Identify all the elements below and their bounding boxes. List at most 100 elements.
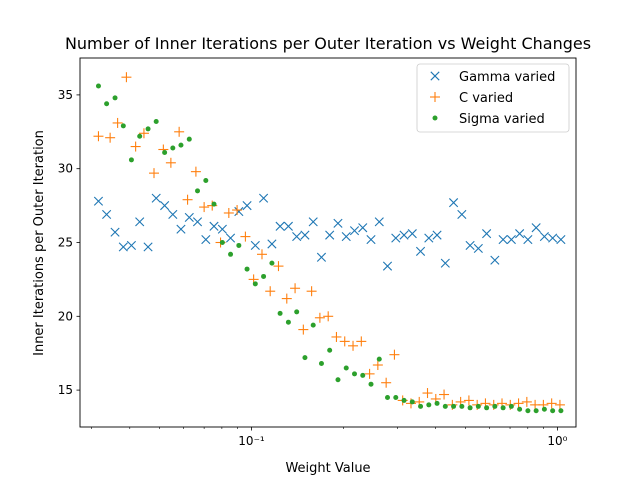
gamma-varied-point xyxy=(325,230,335,240)
sigma-varied-point xyxy=(434,400,440,406)
c-varied-point xyxy=(130,141,141,152)
gamma-varied-point xyxy=(143,242,153,252)
sigma-varied-point xyxy=(153,118,159,124)
c-varied-point xyxy=(422,388,433,399)
gamma-varied-point xyxy=(448,198,459,208)
sigma-varied-point xyxy=(203,178,209,184)
gamma-varied-point xyxy=(506,234,516,245)
c-varied-point xyxy=(306,286,317,297)
sigma-varied-point xyxy=(252,281,258,287)
c-varied-point xyxy=(232,205,243,216)
c-varied-point xyxy=(256,249,267,260)
sigma-varied-point xyxy=(269,260,275,266)
sigma-varied-point xyxy=(541,406,547,412)
sigma-varied-point xyxy=(170,145,176,151)
c-varied-point xyxy=(439,389,450,400)
gamma-varied-point xyxy=(135,217,145,227)
gamma-varied-point xyxy=(192,217,203,227)
sigma-varied-point xyxy=(393,394,399,400)
c-varied-point xyxy=(381,377,392,388)
sigma-varied-point xyxy=(244,266,250,272)
gamma-varied-point xyxy=(201,234,211,245)
sigma-varied-point xyxy=(128,157,134,163)
c-varied-point xyxy=(240,231,251,242)
gamma-varied-point xyxy=(283,221,293,231)
gamma-varied-point xyxy=(539,232,549,242)
sigma-varied-point xyxy=(285,319,291,325)
gamma-varied-series xyxy=(93,193,566,271)
sigma-varied-point xyxy=(327,347,333,353)
c-varied-point xyxy=(323,311,334,322)
gamma-varied-point xyxy=(482,229,492,239)
sigma-varied-point xyxy=(310,322,316,328)
gamma-varied-point xyxy=(217,224,227,234)
gamma-varied-point xyxy=(548,233,558,243)
gamma-varied-point xyxy=(415,246,426,256)
sigma-varied-point xyxy=(525,408,531,414)
x-tick-label: 10⁰ xyxy=(547,434,567,448)
gamma-varied-point xyxy=(110,227,120,237)
sigma-varied-point xyxy=(261,273,267,279)
c-varied-point xyxy=(165,157,176,168)
gamma-varied-point xyxy=(333,218,343,228)
sigma-varied-point xyxy=(195,188,201,194)
sigma-varied-point xyxy=(294,309,300,315)
legend-marker-c-varied xyxy=(430,92,440,102)
sigma-varied-point xyxy=(120,123,126,129)
gamma-varied-point xyxy=(250,240,260,251)
gamma-varied-point xyxy=(432,230,442,240)
legend-marker-sigma-varied xyxy=(432,115,438,121)
c-varied-point xyxy=(281,293,292,304)
c-varied-point xyxy=(93,131,104,142)
c-varied-point xyxy=(265,286,276,297)
gamma-varied-point xyxy=(93,196,104,206)
sigma-varied-point xyxy=(451,403,457,409)
sigma-varied-point xyxy=(484,405,490,411)
c-varied-point xyxy=(314,312,325,323)
gamma-varied-point xyxy=(168,209,178,220)
c-varied-point xyxy=(298,324,309,335)
sigma-varied-point xyxy=(533,408,539,414)
c-varied-point xyxy=(174,126,185,137)
c-varied-point xyxy=(182,194,193,205)
sigma-varied-point xyxy=(459,403,465,409)
y-tick-label: 20 xyxy=(58,309,73,323)
gamma-varied-point xyxy=(358,223,368,233)
legend-label-sigma-varied: Sigma varied xyxy=(459,112,545,127)
x-axis-label: Weight Value xyxy=(285,461,370,476)
c-varied-point xyxy=(121,72,132,83)
c-varied-point xyxy=(190,166,201,177)
c-varied-point xyxy=(389,349,400,360)
c-varied-series xyxy=(93,72,565,410)
c-varied-point xyxy=(331,331,342,342)
sigma-varied-point xyxy=(492,403,498,409)
y-tick-label: 35 xyxy=(58,88,73,102)
gamma-varied-point xyxy=(349,226,360,236)
legend-box xyxy=(416,63,570,133)
sigma-varied-point xyxy=(352,371,358,377)
gamma-varied-point xyxy=(399,230,409,240)
sigma-varied-point xyxy=(178,142,184,148)
sigma-varied-point xyxy=(236,242,242,248)
gamma-varied-point xyxy=(151,193,161,203)
c-varied-point xyxy=(138,128,149,139)
sigma-varied-point xyxy=(558,408,564,414)
gamma-varied-point xyxy=(515,229,525,239)
gamma-varied-point xyxy=(424,233,434,243)
sigma-varied-point xyxy=(186,136,192,142)
gamma-varied-point xyxy=(531,223,541,233)
gamma-varied-point xyxy=(126,240,137,251)
gamma-varied-point xyxy=(341,232,351,242)
sigma-varied-point xyxy=(550,408,556,414)
sigma-varied-point xyxy=(219,240,225,245)
sigma-varied-point xyxy=(302,355,308,361)
gamma-varied-point xyxy=(209,221,219,231)
gamma-varied-point xyxy=(457,209,467,220)
sigma-varied-point xyxy=(409,399,415,405)
sigma-varied-point xyxy=(475,403,481,409)
sigma-varied-point xyxy=(517,406,523,412)
gamma-varied-point xyxy=(490,255,500,265)
gamma-varied-point xyxy=(258,193,269,203)
legend-label-c-varied: C varied xyxy=(459,91,513,106)
